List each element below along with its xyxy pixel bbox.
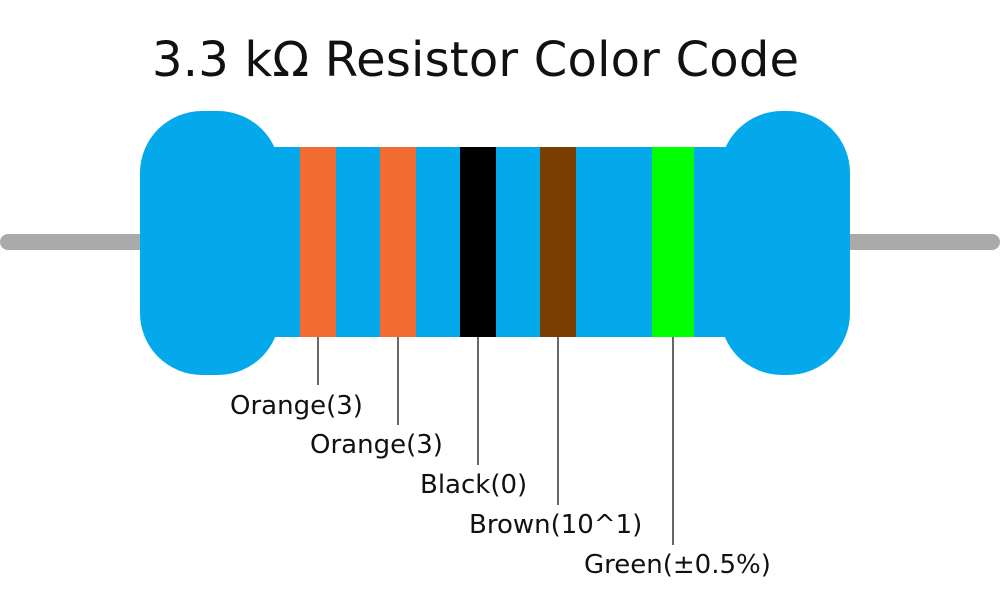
band-4-label: Brown(10^1) bbox=[469, 510, 643, 540]
band-2 bbox=[380, 147, 416, 337]
band-1 bbox=[300, 147, 336, 337]
band-4 bbox=[540, 147, 576, 337]
band-1-label: Orange(3) bbox=[230, 391, 363, 421]
band-3 bbox=[460, 147, 496, 337]
page-title: 3.3 kΩ Resistor Color Code bbox=[152, 32, 800, 88]
resistor-left-cap bbox=[140, 111, 280, 375]
band-3-label: Black(0) bbox=[420, 470, 528, 500]
band-5 bbox=[652, 147, 694, 337]
band-5-label: Green(±0.5%) bbox=[584, 550, 771, 580]
resistor-right-cap bbox=[720, 111, 850, 375]
band-2-label: Orange(3) bbox=[310, 430, 443, 460]
